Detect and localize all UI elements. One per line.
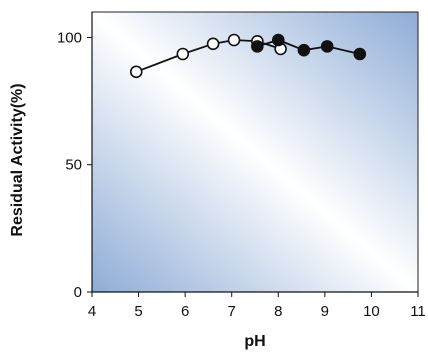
plot-area (91, 11, 419, 293)
x-tick-label: 8 (274, 303, 282, 320)
open-data-point (129, 65, 143, 79)
axes-layer: 4 5 6 7 8 9 10 11 0 50 100 (57, 12, 426, 320)
open-data-point (176, 47, 190, 61)
x-tick-label: 5 (134, 303, 142, 320)
filled-data-point (320, 40, 334, 53)
x-axis-label: pH (244, 333, 265, 350)
x-tick-label: 6 (181, 303, 189, 320)
y-tick-label: 50 (65, 157, 82, 174)
filled-data-point (251, 40, 264, 53)
y-axis-label: Residual Activity(%) (9, 83, 26, 236)
x-tick-label: 9 (321, 303, 329, 320)
open-data-point (227, 33, 241, 47)
x-tick-label: 7 (228, 303, 236, 320)
y-tick-label: 100 (57, 29, 82, 46)
y-tick-label: 0 (74, 284, 82, 301)
x-tick-label: 10 (363, 303, 380, 320)
series-layer (129, 33, 367, 79)
x-tick-label: 4 (88, 303, 96, 320)
open-data-point (206, 37, 220, 51)
filled-data-point (271, 33, 285, 47)
filled-data-point (297, 43, 311, 57)
x-tick-label: 11 (410, 303, 426, 320)
filled-data-point (353, 47, 367, 61)
